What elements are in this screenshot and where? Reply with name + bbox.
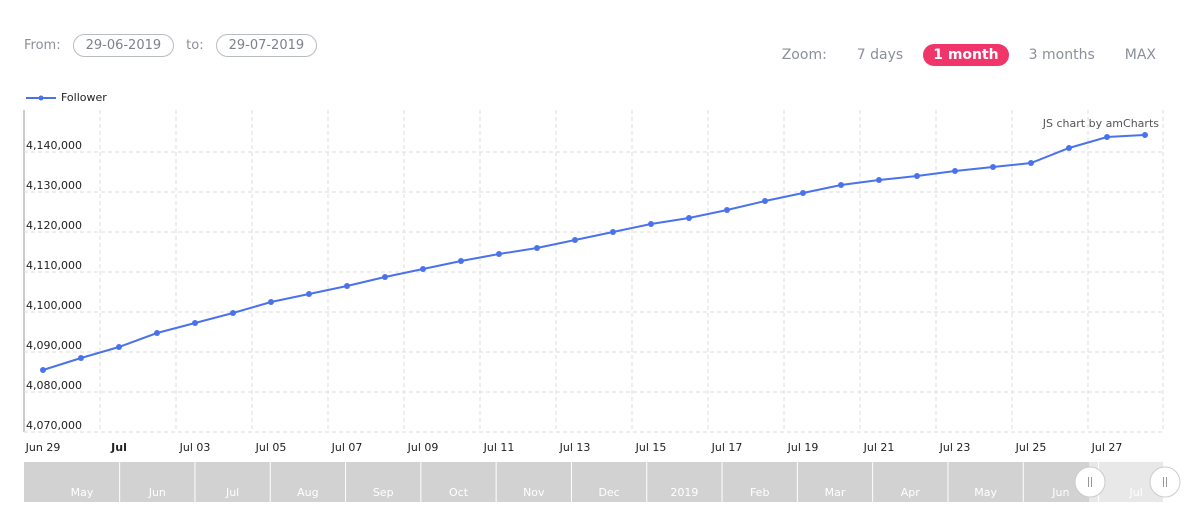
zoom-bar: Zoom: 7 days 1 month 3 months MAX (782, 43, 1166, 67)
data-point (192, 320, 198, 326)
scrollbar-label: Mar (825, 486, 846, 499)
data-point (572, 237, 578, 243)
data-point (724, 207, 730, 213)
data-point (420, 266, 426, 272)
data-point (1142, 132, 1148, 138)
x-tick-label: Jul 27 (1091, 441, 1123, 454)
x-tick-label: Jul 23 (939, 441, 971, 454)
data-point (268, 299, 274, 305)
scrollbar-handle[interactable] (1149, 466, 1181, 498)
x-tick-label: Jul (110, 441, 127, 454)
data-point (230, 310, 236, 316)
data-point (610, 229, 616, 235)
y-tick-label: 4,140,000 (26, 139, 82, 152)
legend-label: Follower (61, 91, 107, 104)
data-point (990, 164, 996, 170)
from-label: From: (24, 37, 61, 53)
zoom-option[interactable]: 3 months (1028, 47, 1095, 63)
scrollbar-bg (24, 462, 1163, 502)
data-point (800, 190, 806, 196)
zoom-option[interactable]: 1 month (923, 44, 1009, 66)
from-input[interactable]: 29-06-2019 (72, 33, 175, 57)
y-tick-label: 4,070,000 (26, 419, 82, 432)
scrollbar-label: Sep (373, 486, 394, 499)
data-point (686, 215, 692, 221)
y-tick-label: 4,090,000 (26, 339, 82, 352)
y-tick-label: 4,120,000 (26, 219, 82, 232)
data-point (458, 258, 464, 264)
y-tick-label: 4,100,000 (26, 299, 82, 312)
y-tick-label: 4,110,000 (26, 259, 82, 272)
data-point (154, 330, 160, 336)
x-tick-label: Jul 17 (711, 441, 743, 454)
scrollbar-label: Dec (598, 486, 619, 499)
data-point (40, 367, 46, 373)
data-point (78, 355, 84, 361)
scrollbar-label: May (71, 486, 94, 499)
zoom-option[interactable]: 7 days (856, 47, 904, 63)
to-input[interactable]: 29-07-2019 (215, 33, 318, 57)
scrollbar-label: 2019 (670, 486, 698, 499)
x-tick-label: Jul 19 (787, 441, 819, 454)
x-tick-label: Jul 05 (255, 441, 287, 454)
scrollbar-label: Aug (297, 486, 318, 499)
scrollbar-handle[interactable] (1074, 466, 1106, 498)
scrollbar-label: Nov (523, 486, 545, 499)
data-point (1104, 134, 1110, 140)
x-tick-label: Jul 11 (483, 441, 515, 454)
data-point (306, 291, 312, 297)
y-tick-label: 4,080,000 (26, 379, 82, 392)
x-tick-label: Jul 03 (179, 441, 211, 454)
data-point (876, 177, 882, 183)
x-tick-label: Jun 29 (25, 441, 61, 454)
credit: JS chart by amCharts (1042, 117, 1159, 130)
data-point (496, 251, 502, 257)
data-point (344, 283, 350, 289)
x-tick-label: Jul 25 (1015, 441, 1047, 454)
scrollbar-selection (1089, 462, 1163, 502)
legend-dot (38, 95, 44, 101)
scrollbar-label: May (974, 486, 997, 499)
data-point (648, 221, 654, 227)
data-point (382, 274, 388, 280)
scrollbar-label: Jun (148, 486, 166, 499)
y-tick-label: 4,130,000 (26, 179, 82, 192)
scrollbar-label: Oct (449, 486, 469, 499)
scrollbar-label: Jun (1051, 486, 1069, 499)
scrollbar-label: Feb (750, 486, 769, 499)
x-tick-label: Jul 21 (863, 441, 895, 454)
series-line (42, 134, 1146, 371)
data-point (952, 168, 958, 174)
data-point (914, 173, 920, 179)
scrollbar-label: Apr (901, 486, 921, 499)
zoom-option[interactable]: MAX (1124, 47, 1156, 63)
scrollbar-label: Jul (225, 486, 239, 499)
data-point (534, 245, 540, 251)
data-point (116, 344, 122, 350)
zoom-label: Zoom: (781, 47, 827, 63)
x-tick-label: Jul 09 (407, 441, 439, 454)
x-tick-label: Jul 13 (559, 441, 591, 454)
data-point (1028, 160, 1034, 166)
data-point (838, 182, 844, 188)
x-tick-label: Jul 15 (635, 441, 667, 454)
x-tick-label: Jul 07 (331, 441, 363, 454)
data-point (762, 198, 768, 204)
date-range: From: 29-06-2019 to: 29-07-2019 (24, 33, 329, 57)
data-point (1066, 145, 1072, 151)
to-label: to: (186, 37, 204, 53)
scrollbar-label: Jul (1129, 486, 1143, 499)
